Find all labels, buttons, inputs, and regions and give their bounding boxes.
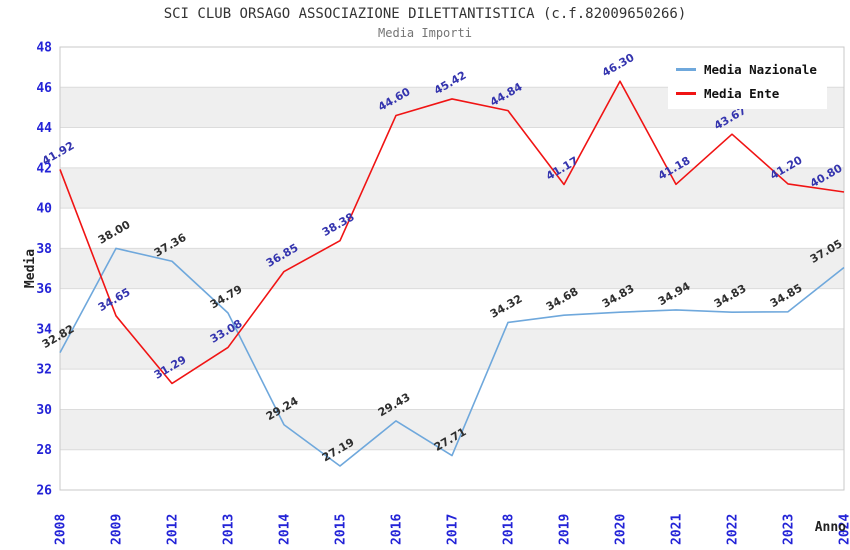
y-tick-label: 28: [36, 443, 52, 458]
grid-band: [60, 409, 844, 450]
y-tick-label: 40: [36, 202, 52, 217]
x-tick-label: 2017: [446, 514, 461, 545]
series-line-media-nazionale: [59, 247, 845, 467]
x-tick-label: 2023: [782, 514, 797, 545]
y-tick-label: 44: [36, 121, 52, 136]
y-tick-label: 26: [36, 484, 52, 499]
x-tick-label: 2024: [838, 514, 850, 545]
x-tick-label: 2009: [110, 514, 125, 545]
x-tick-label: 2020: [614, 514, 629, 545]
y-axis-title: Media: [23, 249, 38, 288]
legend: Media Nazionale Media Ente: [668, 55, 827, 109]
legend-label-media-nazionale: Media Nazionale: [704, 62, 817, 77]
x-tick-label: 2019: [558, 514, 573, 545]
data-label: 38.00: [96, 218, 133, 247]
media-nazionale-line-marker: [676, 68, 696, 71]
y-tick-label: 34: [36, 322, 52, 337]
legend-item-media-nazionale: Media Nazionale: [676, 62, 817, 77]
chart-title: SCI CLUB ORSAGO ASSOCIAZIONE DILETTANTIS…: [163, 6, 687, 22]
x-tick-label: 2016: [390, 514, 405, 545]
grid-band: [60, 328, 844, 370]
x-tick-label: 2013: [222, 514, 237, 545]
media-ente-line-marker: [676, 92, 696, 95]
series-line-media-ente: [59, 80, 845, 385]
y-tick-label: 38: [36, 242, 52, 257]
y-tick-label: 42: [36, 161, 52, 176]
x-tick-label: 2021: [670, 514, 685, 545]
legend-label-media-ente: Media Ente: [704, 86, 780, 101]
y-tick-label: 36: [36, 282, 52, 297]
x-tick-label: 2008: [54, 514, 69, 545]
data-label: 34.68: [544, 285, 581, 314]
x-tick-label: 2012: [166, 514, 181, 545]
data-label: 34.32: [488, 292, 525, 321]
y-tick-label: 48: [36, 41, 52, 56]
data-label: 46.30: [600, 51, 637, 80]
x-tick-label: 2022: [726, 514, 741, 545]
grid-band: [60, 248, 844, 289]
y-tick-label: 46: [36, 81, 52, 96]
x-tick-label: 2018: [502, 514, 517, 545]
y-tick-label: 32: [36, 363, 52, 378]
legend-item-media-ente: Media Ente: [676, 86, 817, 101]
data-label: 41.92: [40, 139, 77, 168]
x-axis-title: Anno: [815, 520, 846, 535]
y-tick-label: 30: [36, 403, 52, 418]
chart-subtitle: Media Importi: [378, 26, 472, 40]
data-label: 38.38: [320, 210, 357, 239]
x-tick-label: 2014: [278, 514, 293, 545]
x-tick-label: 2015: [334, 514, 349, 545]
grid-band: [60, 167, 844, 209]
